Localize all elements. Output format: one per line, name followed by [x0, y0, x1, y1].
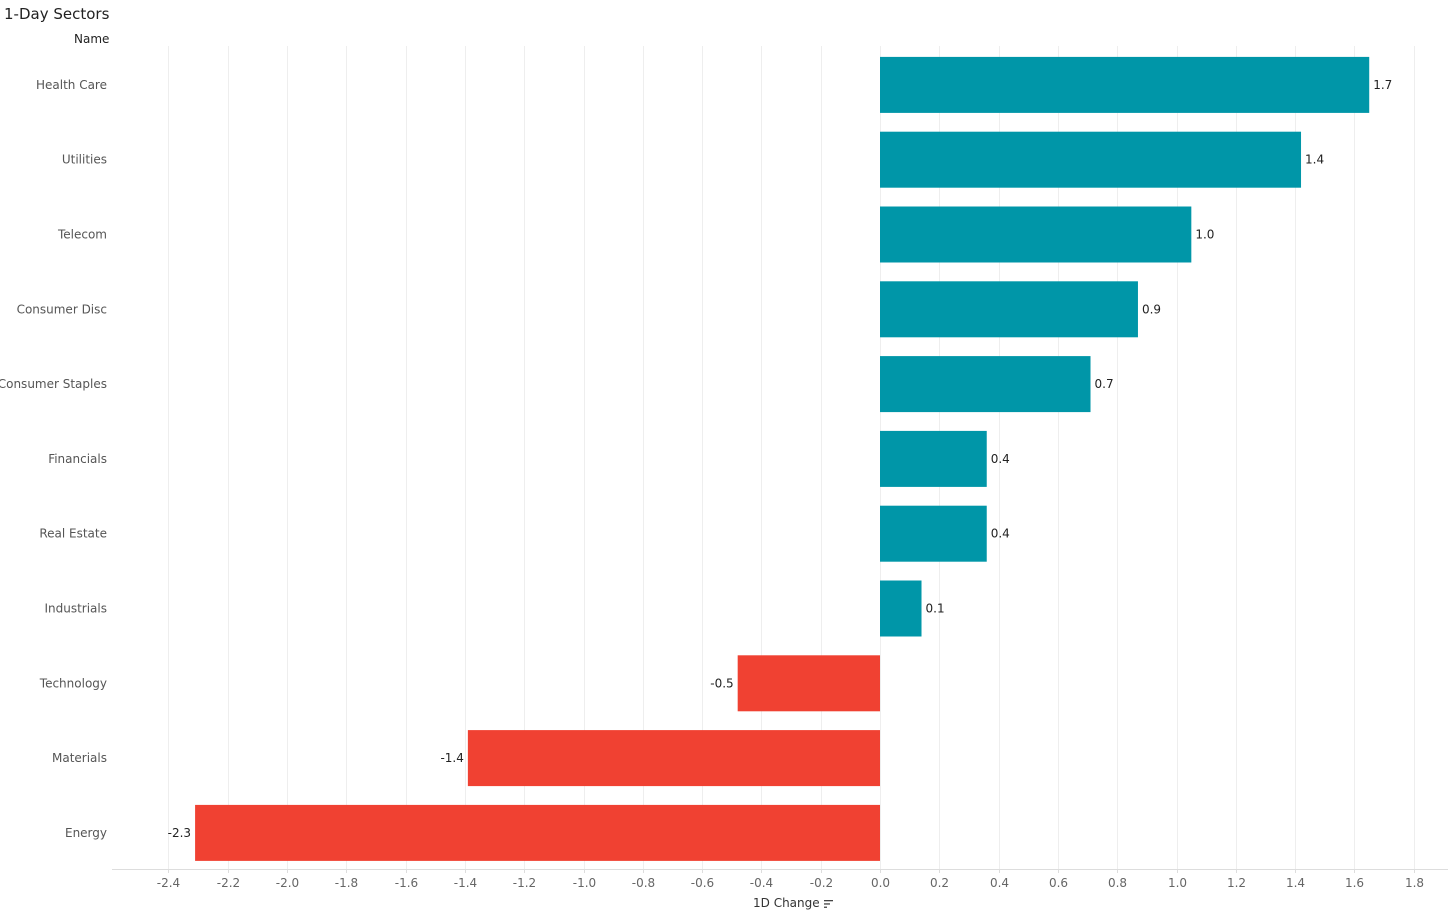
- x-tick-label: -0.6: [691, 876, 714, 890]
- data-label: 0.9: [1142, 302, 1161, 316]
- chart-title: 1-Day Sectors: [4, 5, 110, 23]
- data-label: -0.5: [710, 676, 733, 690]
- category-label[interactable]: Technology: [39, 676, 107, 690]
- x-tick-label: -1.4: [454, 876, 477, 890]
- bar: [880, 505, 987, 562]
- category-label[interactable]: Utilities: [62, 153, 107, 167]
- bar: [880, 281, 1138, 338]
- x-tick-label: -2.2: [217, 876, 240, 890]
- bar: [880, 131, 1302, 188]
- x-tick-label: -1.6: [395, 876, 418, 890]
- data-label: -1.4: [440, 751, 463, 765]
- bar: [737, 655, 880, 712]
- data-label: 1.0: [1195, 228, 1214, 242]
- x-tick-label: -0.4: [750, 876, 773, 890]
- bar: [880, 356, 1091, 413]
- x-tick-label: -0.2: [810, 876, 833, 890]
- data-label: 0.1: [926, 602, 945, 616]
- bar: [880, 56, 1370, 113]
- data-label: 1.7: [1373, 78, 1392, 92]
- x-tick-label: 0.4: [990, 876, 1009, 890]
- row-header-name[interactable]: Name: [74, 32, 110, 46]
- data-label: 0.7: [1095, 377, 1114, 391]
- x-axis-title-label: 1D Change: [753, 896, 820, 910]
- x-tick-label: 0.0: [871, 876, 890, 890]
- x-tick-label: -0.8: [632, 876, 655, 890]
- category-label[interactable]: Telecom: [57, 228, 107, 242]
- data-label: 0.4: [991, 452, 1010, 466]
- x-tick-label: -2.0: [276, 876, 299, 890]
- bar: [195, 804, 880, 861]
- data-label: 1.4: [1305, 153, 1324, 167]
- data-label: 0.4: [991, 527, 1010, 541]
- x-tick-label: 0.2: [930, 876, 949, 890]
- x-axis-title[interactable]: 1D Change: [753, 896, 833, 910]
- x-tick-label: 0.8: [1108, 876, 1127, 890]
- x-tick-label: -1.0: [573, 876, 596, 890]
- category-label[interactable]: Consumer Disc: [17, 302, 107, 316]
- x-tick-label: 1.0: [1168, 876, 1187, 890]
- bar: [467, 730, 880, 787]
- bar: [880, 430, 987, 487]
- category-label[interactable]: Materials: [52, 751, 107, 765]
- sort-descending-icon[interactable]: [823, 900, 833, 908]
- bar: [880, 206, 1192, 263]
- category-label[interactable]: Real Estate: [39, 527, 107, 541]
- x-tick-label: -2.4: [157, 876, 180, 890]
- x-tick-label: -1.8: [335, 876, 358, 890]
- bar: [880, 580, 922, 637]
- category-label[interactable]: Health Care: [36, 78, 107, 92]
- x-tick-label: 1.2: [1227, 876, 1246, 890]
- data-label: -2.3: [168, 826, 191, 840]
- x-tick-label: 0.6: [1049, 876, 1068, 890]
- x-tick-label: -1.2: [513, 876, 536, 890]
- category-label[interactable]: Industrials: [44, 602, 107, 616]
- category-label[interactable]: Financials: [48, 452, 107, 466]
- category-label[interactable]: Energy: [65, 826, 107, 840]
- x-tick-label: 1.4: [1286, 876, 1305, 890]
- x-tick-label: 1.6: [1345, 876, 1364, 890]
- category-label[interactable]: Consumer Staples: [0, 377, 107, 391]
- x-tick-label: 1.8: [1405, 876, 1424, 890]
